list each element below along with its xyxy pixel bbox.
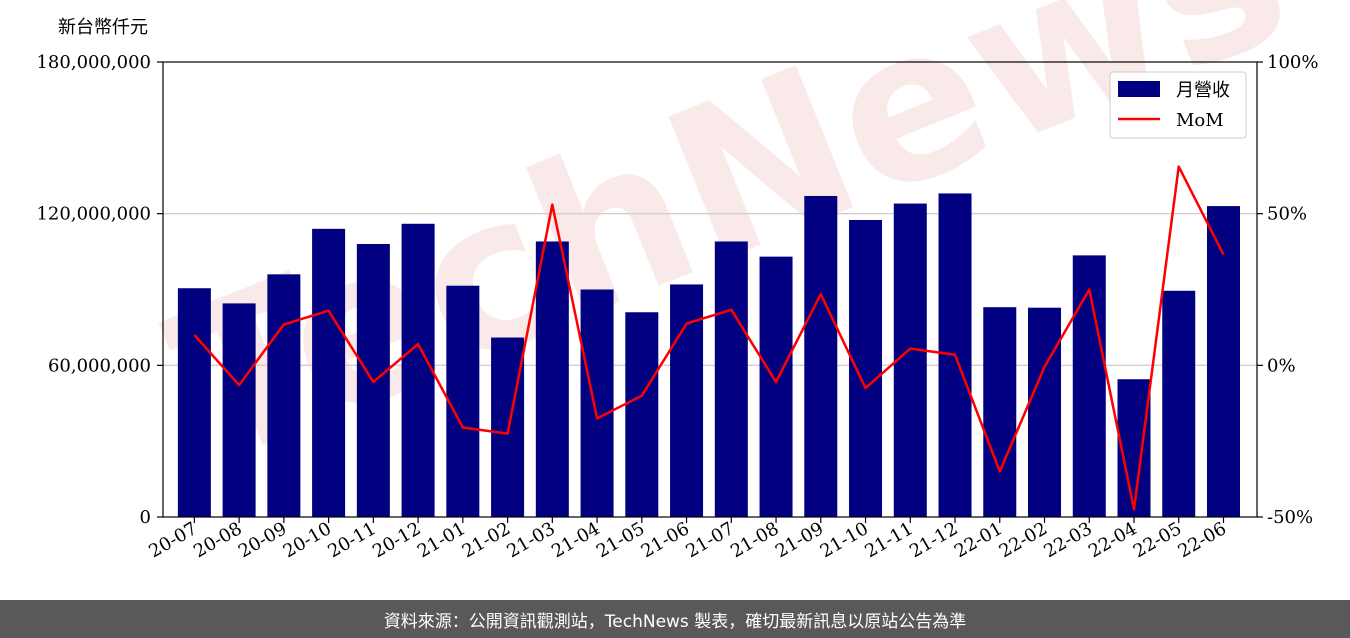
legend: 月營收 MoM: [1109, 71, 1247, 139]
revenue-bar: [446, 285, 480, 517]
x-tick-label: 22-05: [1130, 518, 1185, 562]
revenue-bar: [312, 228, 346, 518]
x-tick-label: 21-04: [548, 518, 603, 562]
revenue-bar: [983, 307, 1017, 517]
legend-label-mom: MoM: [1176, 110, 1224, 131]
revenue-bar: [849, 219, 883, 517]
x-tick-label: 21-02: [459, 518, 514, 562]
bars: [177, 193, 1240, 518]
plot-frame: [162, 61, 1258, 518]
x-tick-label: 22-06: [1175, 518, 1230, 562]
x-tick-label: 21-06: [638, 518, 693, 562]
y-axis-unit-label: 新台幣仟元: [58, 17, 148, 38]
left-tick-label: 120,000,000: [36, 204, 151, 225]
mom-line-group: [193, 165, 1225, 511]
legend-label-revenue: 月營收: [1176, 80, 1230, 101]
x-tick-label: 21-08: [727, 518, 782, 562]
revenue-bar: [177, 288, 211, 517]
right-tick-label: 100%: [1267, 52, 1318, 73]
revenue-bar: [759, 256, 793, 517]
x-tick-label: 20-08: [190, 518, 245, 562]
x-tick-label: 21-12: [906, 518, 961, 562]
revenue-bar: [1206, 206, 1240, 518]
revenue-bar: [1117, 379, 1151, 517]
revenue-bar: [804, 195, 838, 517]
x-tick-label: 20-07: [145, 518, 200, 562]
right-tick-label: -50%: [1267, 507, 1313, 528]
left-tick-label: 0: [140, 507, 151, 528]
footer-source-note: 資料來源：公開資訊觀測站，TechNews 製表，確切最新訊息以原站公告為準: [0, 600, 1350, 638]
right-tick-label: 0%: [1267, 355, 1296, 376]
x-tick-label: 21-09: [772, 518, 827, 562]
x-tick-label: 21-07: [682, 518, 737, 562]
revenue-bar: [1162, 290, 1196, 517]
x-tick-label: 22-02: [996, 518, 1051, 562]
left-tick-label: 60,000,000: [48, 355, 151, 376]
x-tick-label: 22-01: [951, 518, 1006, 562]
chart: TechNews 060,000,000120,000,000180,000,0…: [36, 0, 1318, 562]
x-tick-label: 21-05: [593, 518, 648, 562]
revenue-bar: [1028, 307, 1062, 517]
revenue-bar: [580, 289, 614, 517]
x-tick-label: 21-10: [817, 518, 872, 562]
x-tick-label: 21-03: [503, 518, 558, 562]
revenue-bar: [1072, 255, 1106, 517]
x-tick-label: 20-12: [369, 518, 424, 562]
revenue-bar: [625, 312, 659, 517]
revenue-bar: [893, 203, 927, 518]
revenue-bar: [222, 303, 256, 517]
x-tick-label: 22-03: [1040, 518, 1095, 562]
revenue-bar: [535, 241, 569, 517]
right-tick-label: 50%: [1267, 204, 1307, 225]
x-tick-label: 22-04: [1085, 518, 1140, 562]
x-tick-label: 20-09: [235, 518, 290, 562]
revenue-bar: [714, 241, 748, 517]
revenue-bar: [401, 223, 435, 517]
x-tick-label: 20-11: [324, 518, 379, 562]
x-tick-label: 21-01: [414, 518, 469, 562]
left-tick-label: 180,000,000: [36, 52, 151, 73]
mom-line: [193, 165, 1225, 511]
x-tick-label: 21-11: [861, 518, 916, 562]
revenue-bar: [267, 274, 301, 517]
x-tick-label: 20-10: [280, 518, 335, 562]
legend-bar-swatch: [1118, 81, 1160, 97]
